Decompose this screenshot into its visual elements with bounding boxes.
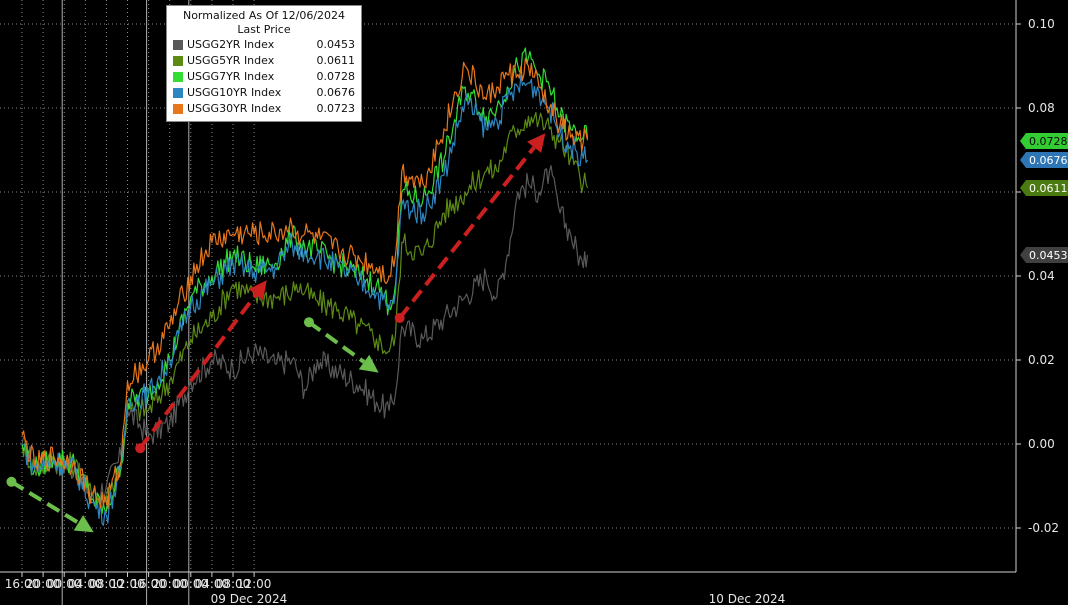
legend-series-name: USGG5YR Index	[187, 54, 275, 67]
x-tick-label: 04:00	[195, 577, 230, 591]
last-price-tag-label: 0.0676	[1029, 154, 1068, 167]
last-price-tag-label: 0.0728	[1029, 135, 1068, 148]
series-line	[21, 74, 589, 526]
trend-arrow-start-dot	[6, 476, 17, 487]
x-tick-label: 00:00	[47, 577, 82, 591]
trend-arrow-shaft	[307, 320, 366, 364]
legend-entry: USGG10YR Index 0.0676	[173, 85, 355, 101]
trend-arrow-start-dot	[394, 313, 405, 323]
last-price-tag-label: 0.0453	[1029, 249, 1068, 262]
y-tick-label: 0.00	[1028, 437, 1055, 451]
legend-entry: USGG7YR Index 0.0728	[173, 69, 355, 85]
legend-series-name: USGG7YR Index	[187, 70, 275, 83]
legend-swatch	[173, 104, 183, 114]
last-price-tags: 0.0728 0.0676 0.0611 0.0453	[1020, 133, 1068, 263]
x-tick-label: 12:00	[237, 577, 272, 591]
trend-arrow-head	[527, 133, 546, 153]
grid	[0, 0, 1016, 605]
trend-arrow-head	[358, 354, 379, 373]
x-tick-label: 12:00	[110, 577, 145, 591]
trend-arrow-head	[73, 515, 94, 533]
last-price-tag	[1020, 180, 1068, 196]
legend-entry: USGG5YR Index 0.0611	[173, 53, 355, 69]
y-tick-label: 0.10	[1028, 17, 1055, 31]
x-tick-label: 08:00	[216, 577, 251, 591]
x-date-label: 09 Dec 2024	[211, 592, 288, 605]
legend-last-value: 0.0453	[316, 38, 356, 51]
series-line	[21, 57, 589, 510]
y-tick-label: 0.04	[1028, 269, 1055, 283]
legend-swatch	[173, 72, 183, 82]
series-lines	[21, 47, 589, 526]
y-tick-label: 0.08	[1028, 101, 1055, 115]
last-price-tag	[1020, 247, 1068, 263]
legend-series-name: USGG30YR Index	[187, 102, 282, 115]
legend-swatch	[173, 88, 183, 98]
trend-arrow-shaft	[10, 480, 80, 525]
legend-last-value: 0.0728	[316, 70, 356, 83]
legend-entry: USGG30YR Index 0.0723	[173, 101, 355, 117]
x-tick-label: 16:00	[5, 577, 40, 591]
y-tick-label: 0.02	[1028, 353, 1055, 367]
x-axis: 16:0020:0000:0004:0008:0012:0016:0020:00…	[0, 571, 1016, 605]
x-tick-label: 04:00	[68, 577, 103, 591]
series-line	[21, 47, 589, 515]
legend-subtitle: Last Price	[237, 23, 291, 36]
x-tick-label: 08:00	[89, 577, 124, 591]
trend-arrow-shaft	[138, 293, 258, 450]
x-date-label: 10 Dec 2024	[709, 592, 786, 605]
last-price-tag	[1020, 133, 1068, 149]
legend-entry: USGG2YR Index 0.0453	[173, 37, 355, 53]
x-tick-label: 20:00	[26, 577, 61, 591]
series-line	[21, 165, 589, 499]
legend: Normalized As Of 12/06/2024 Last Price U…	[166, 5, 362, 122]
last-price-tag	[1020, 152, 1068, 168]
x-tick-label: 00:00	[174, 577, 209, 591]
legend-swatch	[173, 56, 183, 66]
x-tick-label: 16:00	[131, 577, 166, 591]
x-tick-label: 20:00	[152, 577, 187, 591]
legend-last-value: 0.0723	[316, 102, 356, 115]
legend-series-name: USGG2YR Index	[187, 38, 275, 51]
legend-last-value: 0.0611	[316, 54, 356, 67]
legend-series-name: USGG10YR Index	[187, 86, 282, 99]
trend-arrow-start-dot	[135, 443, 146, 454]
trend-arrows	[6, 133, 546, 533]
trend-arrow-head	[248, 280, 267, 300]
trend-arrow-start-dot	[303, 317, 314, 328]
legend-swatch	[173, 40, 183, 50]
legend-last-value: 0.0676	[316, 86, 356, 99]
y-axis: 0.100.080.060.040.020.00-0.02	[1015, 0, 1059, 572]
last-price-tag-label: 0.0611	[1029, 182, 1068, 195]
trend-arrow-shaft	[398, 146, 536, 320]
series-line	[21, 111, 589, 507]
legend-title: Normalized As Of 12/06/2024	[182, 9, 346, 22]
y-tick-label: -0.02	[1028, 521, 1059, 535]
